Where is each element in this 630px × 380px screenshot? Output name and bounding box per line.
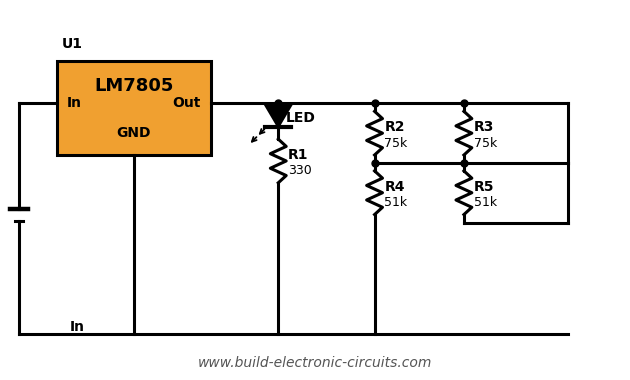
Text: R3: R3 — [474, 120, 494, 134]
Text: R5: R5 — [474, 180, 495, 194]
Text: GND: GND — [117, 127, 151, 141]
Text: R2: R2 — [384, 120, 405, 134]
Text: www.build-electronic-circuits.com: www.build-electronic-circuits.com — [198, 356, 432, 370]
Text: LM7805: LM7805 — [94, 77, 173, 95]
Polygon shape — [265, 105, 291, 127]
Text: In: In — [67, 97, 82, 110]
Text: 51k: 51k — [384, 196, 408, 209]
Text: In: In — [70, 320, 85, 334]
Text: R1: R1 — [288, 148, 309, 162]
Text: R4: R4 — [384, 180, 405, 194]
Text: Out: Out — [173, 97, 201, 110]
Text: 330: 330 — [288, 165, 312, 177]
FancyBboxPatch shape — [57, 61, 211, 155]
Text: 75k: 75k — [384, 136, 408, 150]
Text: U1: U1 — [62, 37, 83, 51]
Text: 75k: 75k — [474, 136, 497, 150]
Text: LED: LED — [286, 111, 316, 125]
Text: 51k: 51k — [474, 196, 497, 209]
